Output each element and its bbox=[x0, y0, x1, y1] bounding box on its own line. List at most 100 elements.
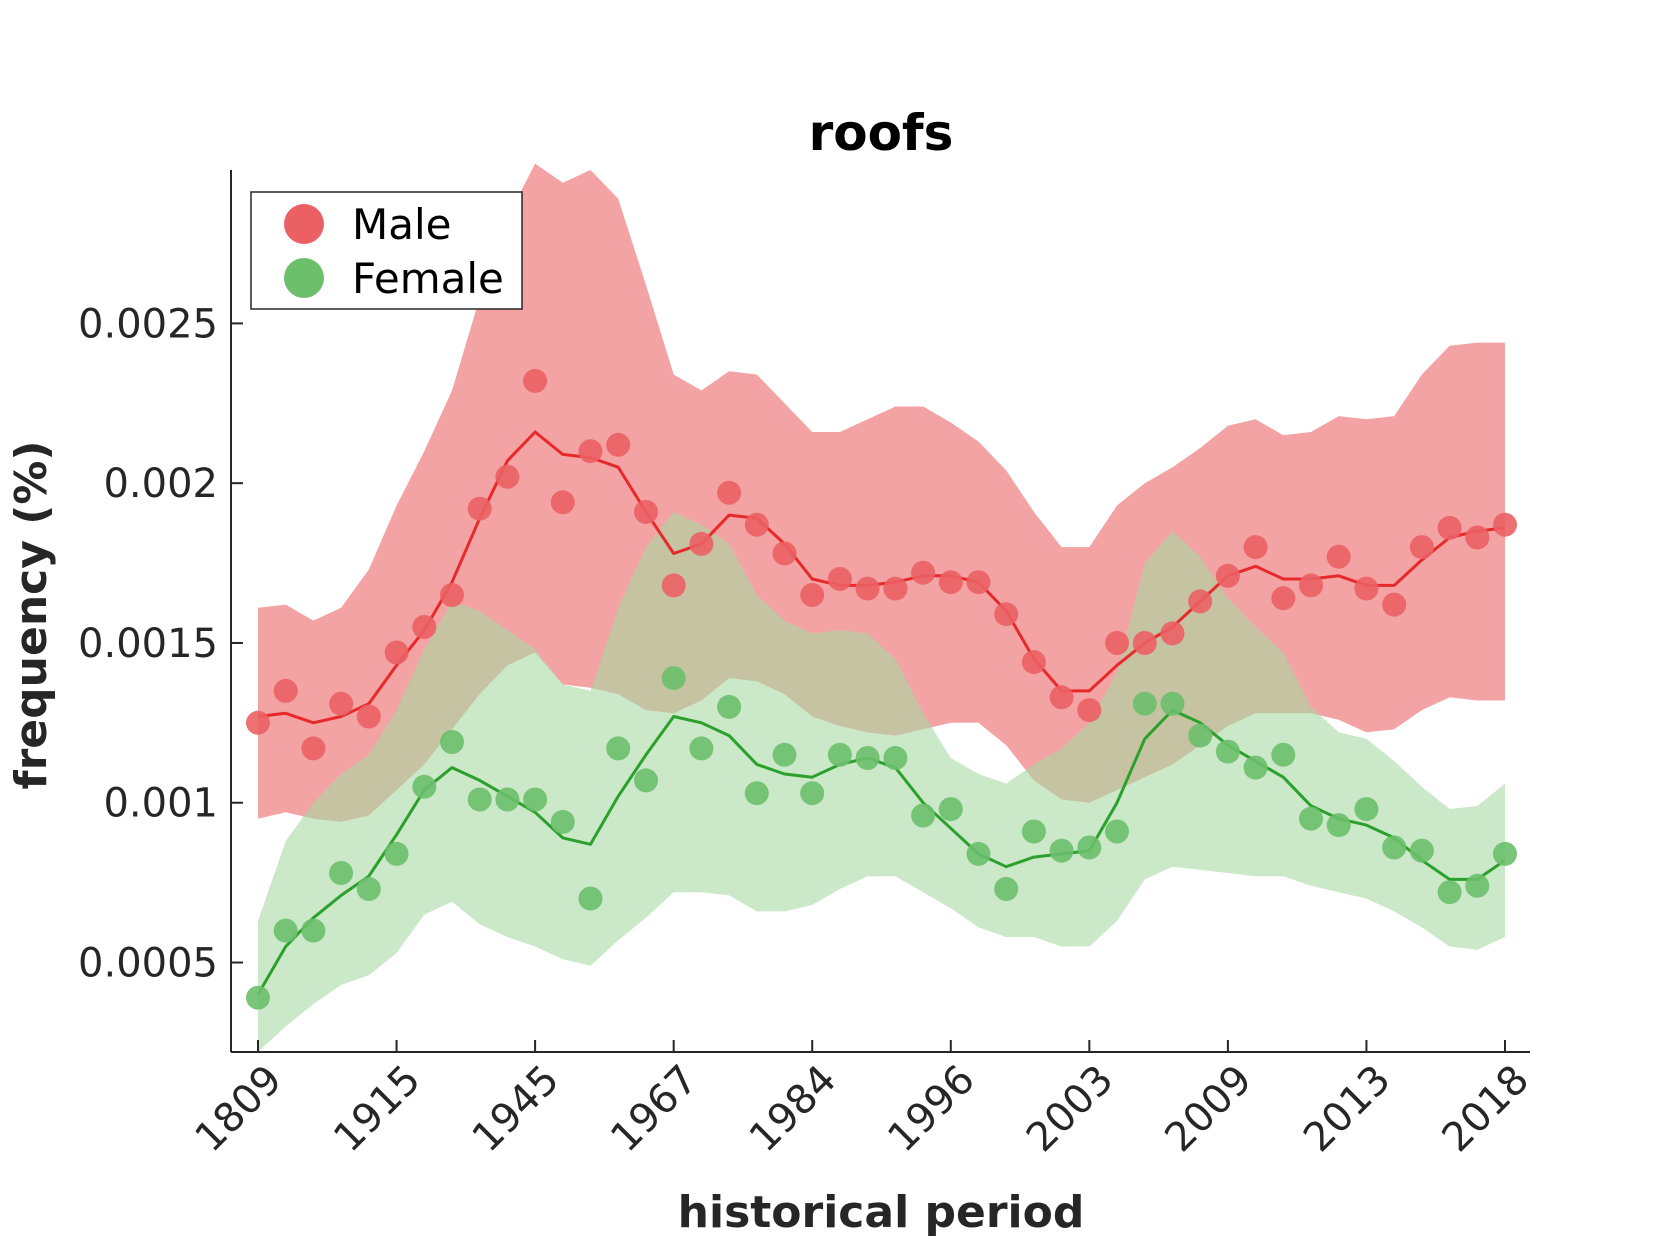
x-tick-label: 1984 bbox=[741, 1057, 846, 1162]
data-point-male bbox=[578, 439, 603, 464]
y-tick-label: 0.0005 bbox=[78, 941, 218, 987]
x-tick-label: 2018 bbox=[1434, 1057, 1539, 1162]
data-point-male bbox=[966, 570, 991, 595]
x-tick-label: 2009 bbox=[1156, 1057, 1261, 1162]
data-point-male bbox=[467, 496, 492, 521]
data-point-male bbox=[440, 583, 464, 607]
x-axis-label: historical period bbox=[678, 1187, 1085, 1238]
data-point-male bbox=[1354, 576, 1379, 601]
data-point-male bbox=[1132, 631, 1157, 655]
data-point-female bbox=[855, 746, 880, 770]
data-markers bbox=[246, 368, 1517, 1010]
y-tick-label: 0.0015 bbox=[78, 621, 218, 667]
data-point-female bbox=[1105, 819, 1129, 844]
data-point-male bbox=[661, 573, 686, 598]
data-point-male bbox=[523, 368, 548, 393]
x-tick-label: 1809 bbox=[187, 1057, 292, 1162]
data-point-male bbox=[1326, 544, 1351, 569]
data-point-female bbox=[550, 809, 575, 834]
data-point-female bbox=[1465, 873, 1490, 898]
x-tick-label: 1915 bbox=[325, 1057, 430, 1162]
x-ticks: 1809 1915 1945 1967 1984 1996 2003 2009 2013 2018 bbox=[187, 1040, 1539, 1162]
data-point-female bbox=[495, 787, 520, 812]
data-point-female bbox=[1243, 755, 1268, 780]
data-point-female bbox=[689, 736, 714, 761]
legend-label-female: Female bbox=[352, 254, 504, 303]
data-point-male bbox=[1409, 535, 1434, 560]
data-point-female bbox=[246, 985, 270, 1010]
y-tick-label: 0.001 bbox=[103, 781, 218, 827]
data-point-female bbox=[634, 768, 658, 793]
trend-line-male bbox=[257, 430, 1506, 725]
data-point-female bbox=[772, 742, 797, 767]
data-point-male bbox=[994, 602, 1019, 627]
confidence-bands bbox=[258, 163, 1505, 1052]
data-point-female bbox=[1437, 880, 1462, 905]
data-point-male bbox=[1437, 515, 1462, 540]
data-point-male bbox=[384, 640, 409, 665]
data-point-female bbox=[1021, 819, 1046, 844]
x-tick-label: 2003 bbox=[1018, 1057, 1123, 1162]
data-point-male bbox=[772, 541, 797, 566]
data-point-male bbox=[1271, 586, 1296, 611]
data-point-male bbox=[911, 560, 936, 585]
data-point-female bbox=[329, 861, 354, 885]
data-point-male bbox=[855, 576, 880, 601]
data-point-female bbox=[1160, 691, 1185, 716]
data-point-female bbox=[1409, 838, 1434, 863]
data-point-male bbox=[495, 464, 520, 489]
data-point-male bbox=[301, 736, 326, 761]
data-point-female bbox=[1271, 742, 1296, 767]
data-point-male bbox=[1299, 573, 1323, 598]
data-point-male bbox=[800, 583, 825, 607]
x-tick-label: 2013 bbox=[1295, 1057, 1400, 1162]
data-point-female bbox=[911, 803, 936, 828]
data-point-female bbox=[273, 918, 298, 943]
data-point-female bbox=[1132, 691, 1157, 716]
data-point-female bbox=[1493, 841, 1517, 866]
x-tick-label: 1967 bbox=[602, 1057, 707, 1162]
data-point-male bbox=[273, 678, 298, 703]
x-tick-label: 1945 bbox=[464, 1057, 569, 1162]
data-point-male bbox=[883, 576, 908, 601]
data-point-male bbox=[938, 570, 963, 595]
data-point-male bbox=[1215, 563, 1240, 588]
data-point-female bbox=[744, 781, 769, 806]
data-point-female bbox=[1326, 813, 1351, 838]
data-point-female bbox=[1077, 835, 1102, 860]
data-point-female bbox=[883, 746, 908, 770]
data-point-female bbox=[1049, 838, 1074, 863]
data-point-male bbox=[1188, 589, 1213, 614]
data-point-male bbox=[744, 512, 769, 537]
data-point-male bbox=[827, 567, 852, 591]
data-point-male bbox=[689, 531, 714, 556]
data-point-female bbox=[827, 742, 852, 767]
data-point-female bbox=[578, 886, 603, 911]
data-point-female bbox=[356, 877, 381, 901]
data-point-female bbox=[1382, 835, 1407, 860]
data-point-female bbox=[994, 877, 1019, 901]
y-axis-label: frequency (%) bbox=[6, 440, 57, 789]
legend-marker-female bbox=[284, 258, 324, 298]
y-tick-label: 0.002 bbox=[103, 461, 218, 507]
data-point-female bbox=[717, 694, 742, 719]
data-point-male bbox=[1243, 535, 1268, 560]
data-point-male bbox=[634, 499, 658, 524]
y-ticks: 0.0005 0.001 0.0015 0.002 0.0025 bbox=[78, 301, 243, 987]
legend-label-male: Male bbox=[352, 200, 451, 249]
data-point-male bbox=[1105, 631, 1129, 655]
chart-title: roofs bbox=[809, 104, 954, 162]
data-point-male bbox=[1077, 698, 1102, 723]
data-point-female bbox=[800, 781, 825, 806]
band-female bbox=[258, 511, 1505, 1052]
data-point-female bbox=[1188, 723, 1213, 748]
data-point-female bbox=[1354, 797, 1379, 822]
data-point-male bbox=[1493, 512, 1517, 537]
data-point-female bbox=[966, 841, 991, 866]
data-point-female bbox=[384, 841, 409, 866]
data-point-female bbox=[606, 736, 631, 761]
data-point-male bbox=[356, 704, 381, 729]
data-point-female bbox=[301, 918, 326, 943]
data-point-male bbox=[329, 691, 354, 716]
